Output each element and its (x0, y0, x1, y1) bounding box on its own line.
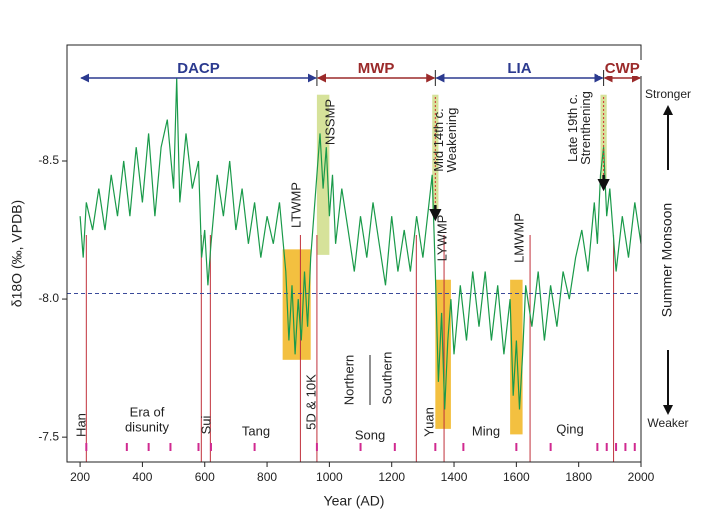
event-label: LYWMP (434, 215, 449, 262)
x-tick-label: 600 (195, 470, 215, 484)
period-label: CWP (605, 60, 640, 77)
x-tick-label: 1200 (378, 470, 405, 484)
period-label-bg (598, 60, 647, 76)
y-tick-label: -7.5 (38, 429, 59, 443)
dynasty-label: Northern (341, 355, 356, 406)
dynasty-label: Era of (130, 404, 165, 419)
dynasty-label: 5D & 10K (303, 374, 318, 430)
series-line (79, 78, 642, 410)
period-label-bg (174, 60, 223, 76)
event-label: Strenthening (578, 91, 593, 165)
period-label: MWP (358, 60, 395, 77)
event-label: Mid 14th c. (431, 108, 446, 172)
event-label: NSSMP (322, 99, 337, 145)
period-label-bg (352, 60, 401, 76)
plot-frame (66, 44, 642, 463)
x-tick-label: 1600 (503, 470, 530, 484)
right-label: Stronger (645, 87, 691, 101)
x-tick-label: 1800 (565, 470, 592, 484)
x-tick-label: 200 (70, 470, 90, 484)
right-label: Summer Monsoon (659, 203, 675, 317)
dynasty-label: disunity (125, 419, 170, 434)
dynasty-label: Qing (556, 421, 583, 436)
y-tick-label: -8.0 (38, 291, 59, 305)
period-label: LIA (507, 60, 531, 77)
dynasty-label: Sui (198, 415, 213, 434)
y-axis-label: δ18O (‰, VPDB) (9, 200, 25, 307)
right-label: Weaker (647, 416, 688, 430)
period-label: DACP (177, 60, 220, 77)
dynasty-label: Han (73, 413, 88, 437)
x-axis-label: Year (AD) (324, 493, 385, 509)
x-tick-label: 800 (257, 470, 277, 484)
y-tick-label: -8.5 (38, 153, 59, 167)
dynasty-label: Song (355, 427, 385, 442)
dynasty-label: Ming (472, 423, 500, 438)
x-tick-label: 1400 (441, 470, 468, 484)
x-tick-label: 400 (132, 470, 152, 484)
dynasty-label: Southern (379, 352, 394, 405)
period-label-bg (495, 60, 544, 76)
dynasty-label: Tang (242, 423, 270, 438)
event-box (432, 94, 439, 217)
plot: 200 400 600 800 1000 1200 1400 1600 1800 2000 -8.5… (9, 44, 691, 509)
x-tick-label: 2000 (628, 470, 655, 484)
dynasty-label: Yuan (421, 407, 436, 437)
x-tick-label: 1000 (316, 470, 343, 484)
event-label: LMWMP (511, 213, 526, 263)
event-label: Late 19th c. (565, 94, 580, 162)
event-label: LTWMP (288, 182, 303, 228)
event-label: Weakening (444, 108, 459, 173)
